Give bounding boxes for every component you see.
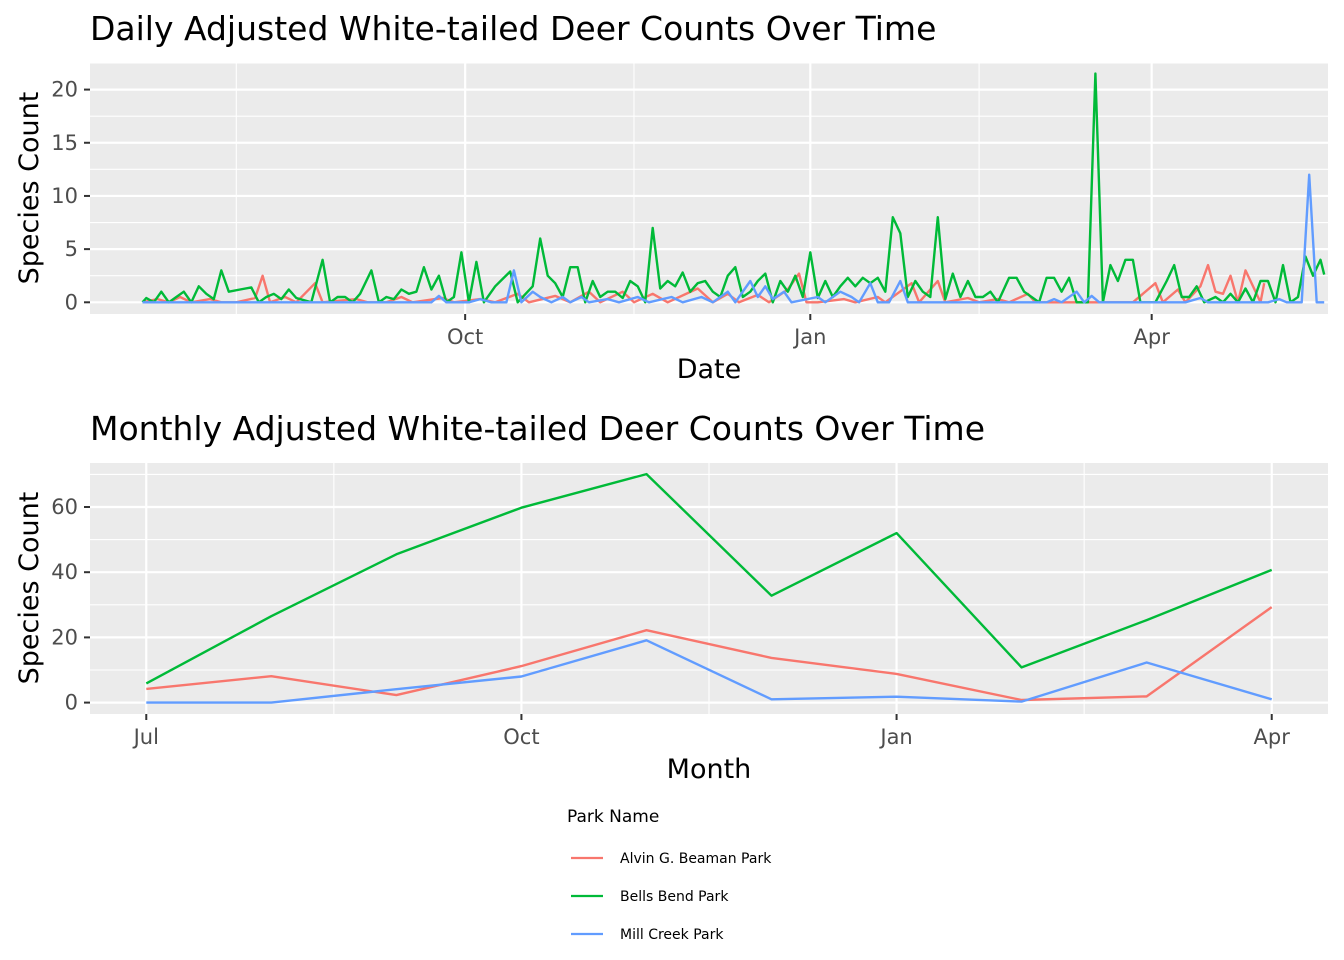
series-line-bells-bend-park [141, 72, 1326, 304]
x-tick-label: Jan [792, 325, 826, 349]
legend-item: Mill Creek Park [571, 927, 724, 943]
y-tick-label: 60 [51, 495, 78, 519]
x-tick-label: Oct [503, 725, 539, 749]
y-tick-label: 15 [51, 131, 78, 155]
monthly-axes: 0 20 40 60 Jul Oct Jan Apr [51, 495, 1290, 749]
x-tick-label: Apr [1254, 725, 1291, 749]
series-line-bells-bend-park [145, 472, 1273, 685]
monthly-chart: Monthly Adjusted White-tailed Deer Count… [14, 409, 1328, 785]
y-tick-label: 40 [51, 560, 78, 584]
series-line-alvin-g-beaman-park [146, 606, 1273, 702]
legend-item-label: Mill Creek Park [620, 927, 724, 943]
monthly-chart-title: Monthly Adjusted White-tailed Deer Count… [90, 409, 985, 448]
series-line-mill-creek-park [142, 173, 1325, 304]
y-tick-label: 0 [65, 290, 78, 314]
y-tick-label: 10 [51, 184, 78, 208]
y-tick-label: 0 [65, 691, 78, 715]
legend-item-label: Bells Bend Park [620, 889, 729, 905]
daily-x-axis-title: Date [677, 354, 742, 385]
monthly-x-axis-title: Month [667, 754, 752, 785]
x-tick-label: Oct [447, 325, 483, 349]
legend-item: Alvin G. Beaman Park [571, 851, 772, 867]
x-tick-label: Jan [878, 725, 912, 749]
series-line-alvin-g-beaman-park [142, 263, 1266, 304]
x-tick-label: Apr [1134, 325, 1171, 349]
monthly-y-axis-title: Species Count [14, 492, 45, 685]
y-tick-label: 20 [51, 78, 78, 102]
x-tick-label: Jul [132, 725, 159, 749]
daily-axes: 0 5 10 15 20 Oct Jan Apr [51, 78, 1170, 349]
series-line-mill-creek-park [146, 639, 1273, 704]
legend-item-label: Alvin G. Beaman Park [620, 851, 772, 867]
y-tick-label: 20 [51, 625, 78, 649]
daily-y-axis-title: Species Count [14, 92, 45, 285]
daily-plot-panel [90, 63, 1328, 314]
daily-series-lines [141, 72, 1326, 304]
legend-item: Bells Bend Park [571, 889, 729, 905]
y-tick-label: 5 [65, 237, 78, 261]
legend: Park Name Alvin G. Beaman Park Bells Ben… [567, 807, 772, 943]
monthly-series-lines [145, 472, 1273, 704]
daily-chart-title: Daily Adjusted White-tailed Deer Counts … [90, 9, 936, 48]
legend-title: Park Name [567, 807, 659, 827]
daily-chart: Daily Adjusted White-tailed Deer Counts … [14, 9, 1328, 385]
